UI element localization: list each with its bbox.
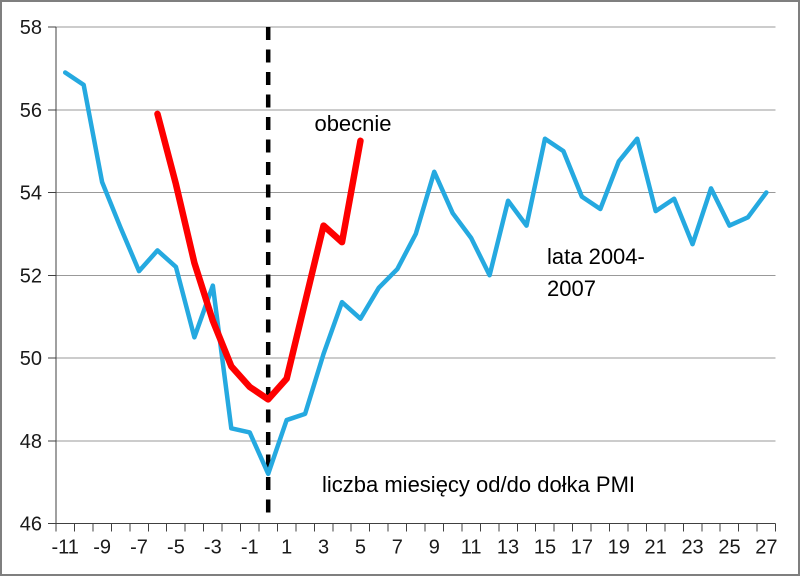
x-tick-label: -11 [52,537,79,559]
x-tick-label: -7 [130,537,148,559]
x-tick-label: 7 [392,537,403,559]
y-tick-label: 50 [20,348,42,370]
x-tick-label: 1 [281,537,292,559]
x-tick-label: -9 [93,537,111,559]
annotation-axis-note: liczba miesięcy od/do dołka PMI [322,472,635,497]
annotation-obecnie: obecnie [314,111,391,136]
annotation-lata-2004-2007-line-1: lata 2004- [547,244,645,269]
x-tick-label: 3 [318,537,329,559]
x-tick-label: 21 [645,537,667,559]
x-tick-label: 27 [755,537,777,559]
x-tick-label: 9 [429,537,440,559]
x-tick-label: -3 [204,537,222,559]
x-tick-label: 23 [681,537,703,559]
x-tick-label: 5 [355,537,366,559]
annotation-lata-2004-2007-line-2: 2007 [547,276,596,301]
x-tick-label: -1 [241,537,259,559]
x-tick-label: 25 [718,537,740,559]
y-tick-label: 52 [20,265,42,287]
x-tick-label: 19 [608,537,630,559]
x-tick-label: 17 [571,537,593,559]
y-tick-label: 56 [20,100,42,122]
x-tick-label: 11 [461,537,482,559]
y-tick-label: 58 [20,17,42,39]
x-tick-label: -5 [167,537,185,559]
y-tick-label: 46 [20,514,42,536]
y-tick-label: 54 [20,183,42,205]
series-line-lata-2004-2007 [62,70,769,477]
x-tick-label: 15 [534,537,556,559]
y-tick-label: 48 [20,431,42,453]
series-line-obecnie [154,110,364,403]
x-tick-label: 13 [497,537,519,559]
